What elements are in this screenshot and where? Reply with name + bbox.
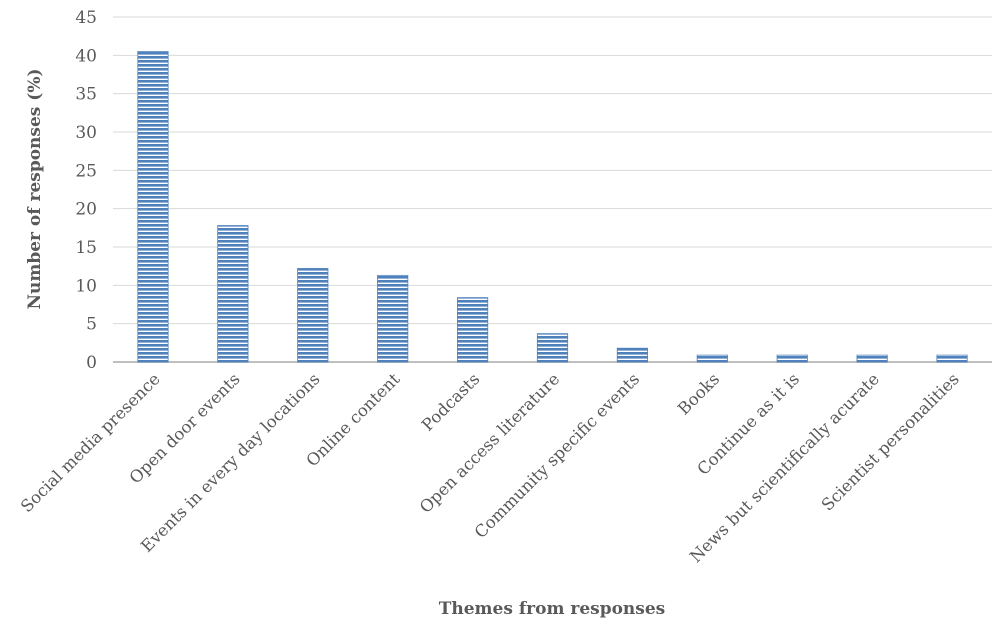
- y-tick-label: 5: [86, 315, 97, 335]
- x-category-label: Community specific events: [471, 369, 644, 542]
- gridlines: [113, 16, 992, 363]
- bar: [297, 268, 329, 363]
- bar: [377, 274, 409, 363]
- y-axis-ticks: 0 5 10 15 20 25 30 35 40 45: [75, 8, 97, 373]
- bar: [776, 354, 808, 363]
- y-tick-label: 45: [75, 8, 97, 28]
- y-tick-label: 25: [75, 161, 97, 181]
- y-tick-label: 40: [75, 46, 97, 66]
- y-tick-label: 20: [75, 200, 97, 220]
- x-axis-title: Themes from responses: [439, 599, 666, 619]
- y-axis-title: Number of responses (%): [25, 68, 45, 309]
- bar: [217, 225, 249, 363]
- x-category-label: Open access literature: [416, 369, 563, 516]
- bar: [457, 297, 489, 363]
- bars: [137, 51, 968, 363]
- y-tick-label: 35: [75, 85, 97, 105]
- x-category-label: Podcasts: [418, 369, 483, 434]
- bar: [856, 354, 888, 363]
- y-tick-label: 0: [86, 353, 97, 373]
- bar: [616, 347, 648, 363]
- x-category-label: Scientist personalities: [818, 369, 963, 514]
- bar: [696, 354, 728, 363]
- x-category-label: Events in every day locations: [137, 369, 323, 555]
- bar: [137, 51, 169, 363]
- y-tick-label: 10: [75, 276, 97, 296]
- y-tick-label: 30: [75, 123, 97, 143]
- x-category-label: Social media presence: [17, 369, 164, 516]
- y-tick-label: 15: [75, 238, 97, 258]
- bar: [936, 354, 968, 363]
- bar: [536, 333, 569, 363]
- x-category-label: Books: [674, 369, 723, 418]
